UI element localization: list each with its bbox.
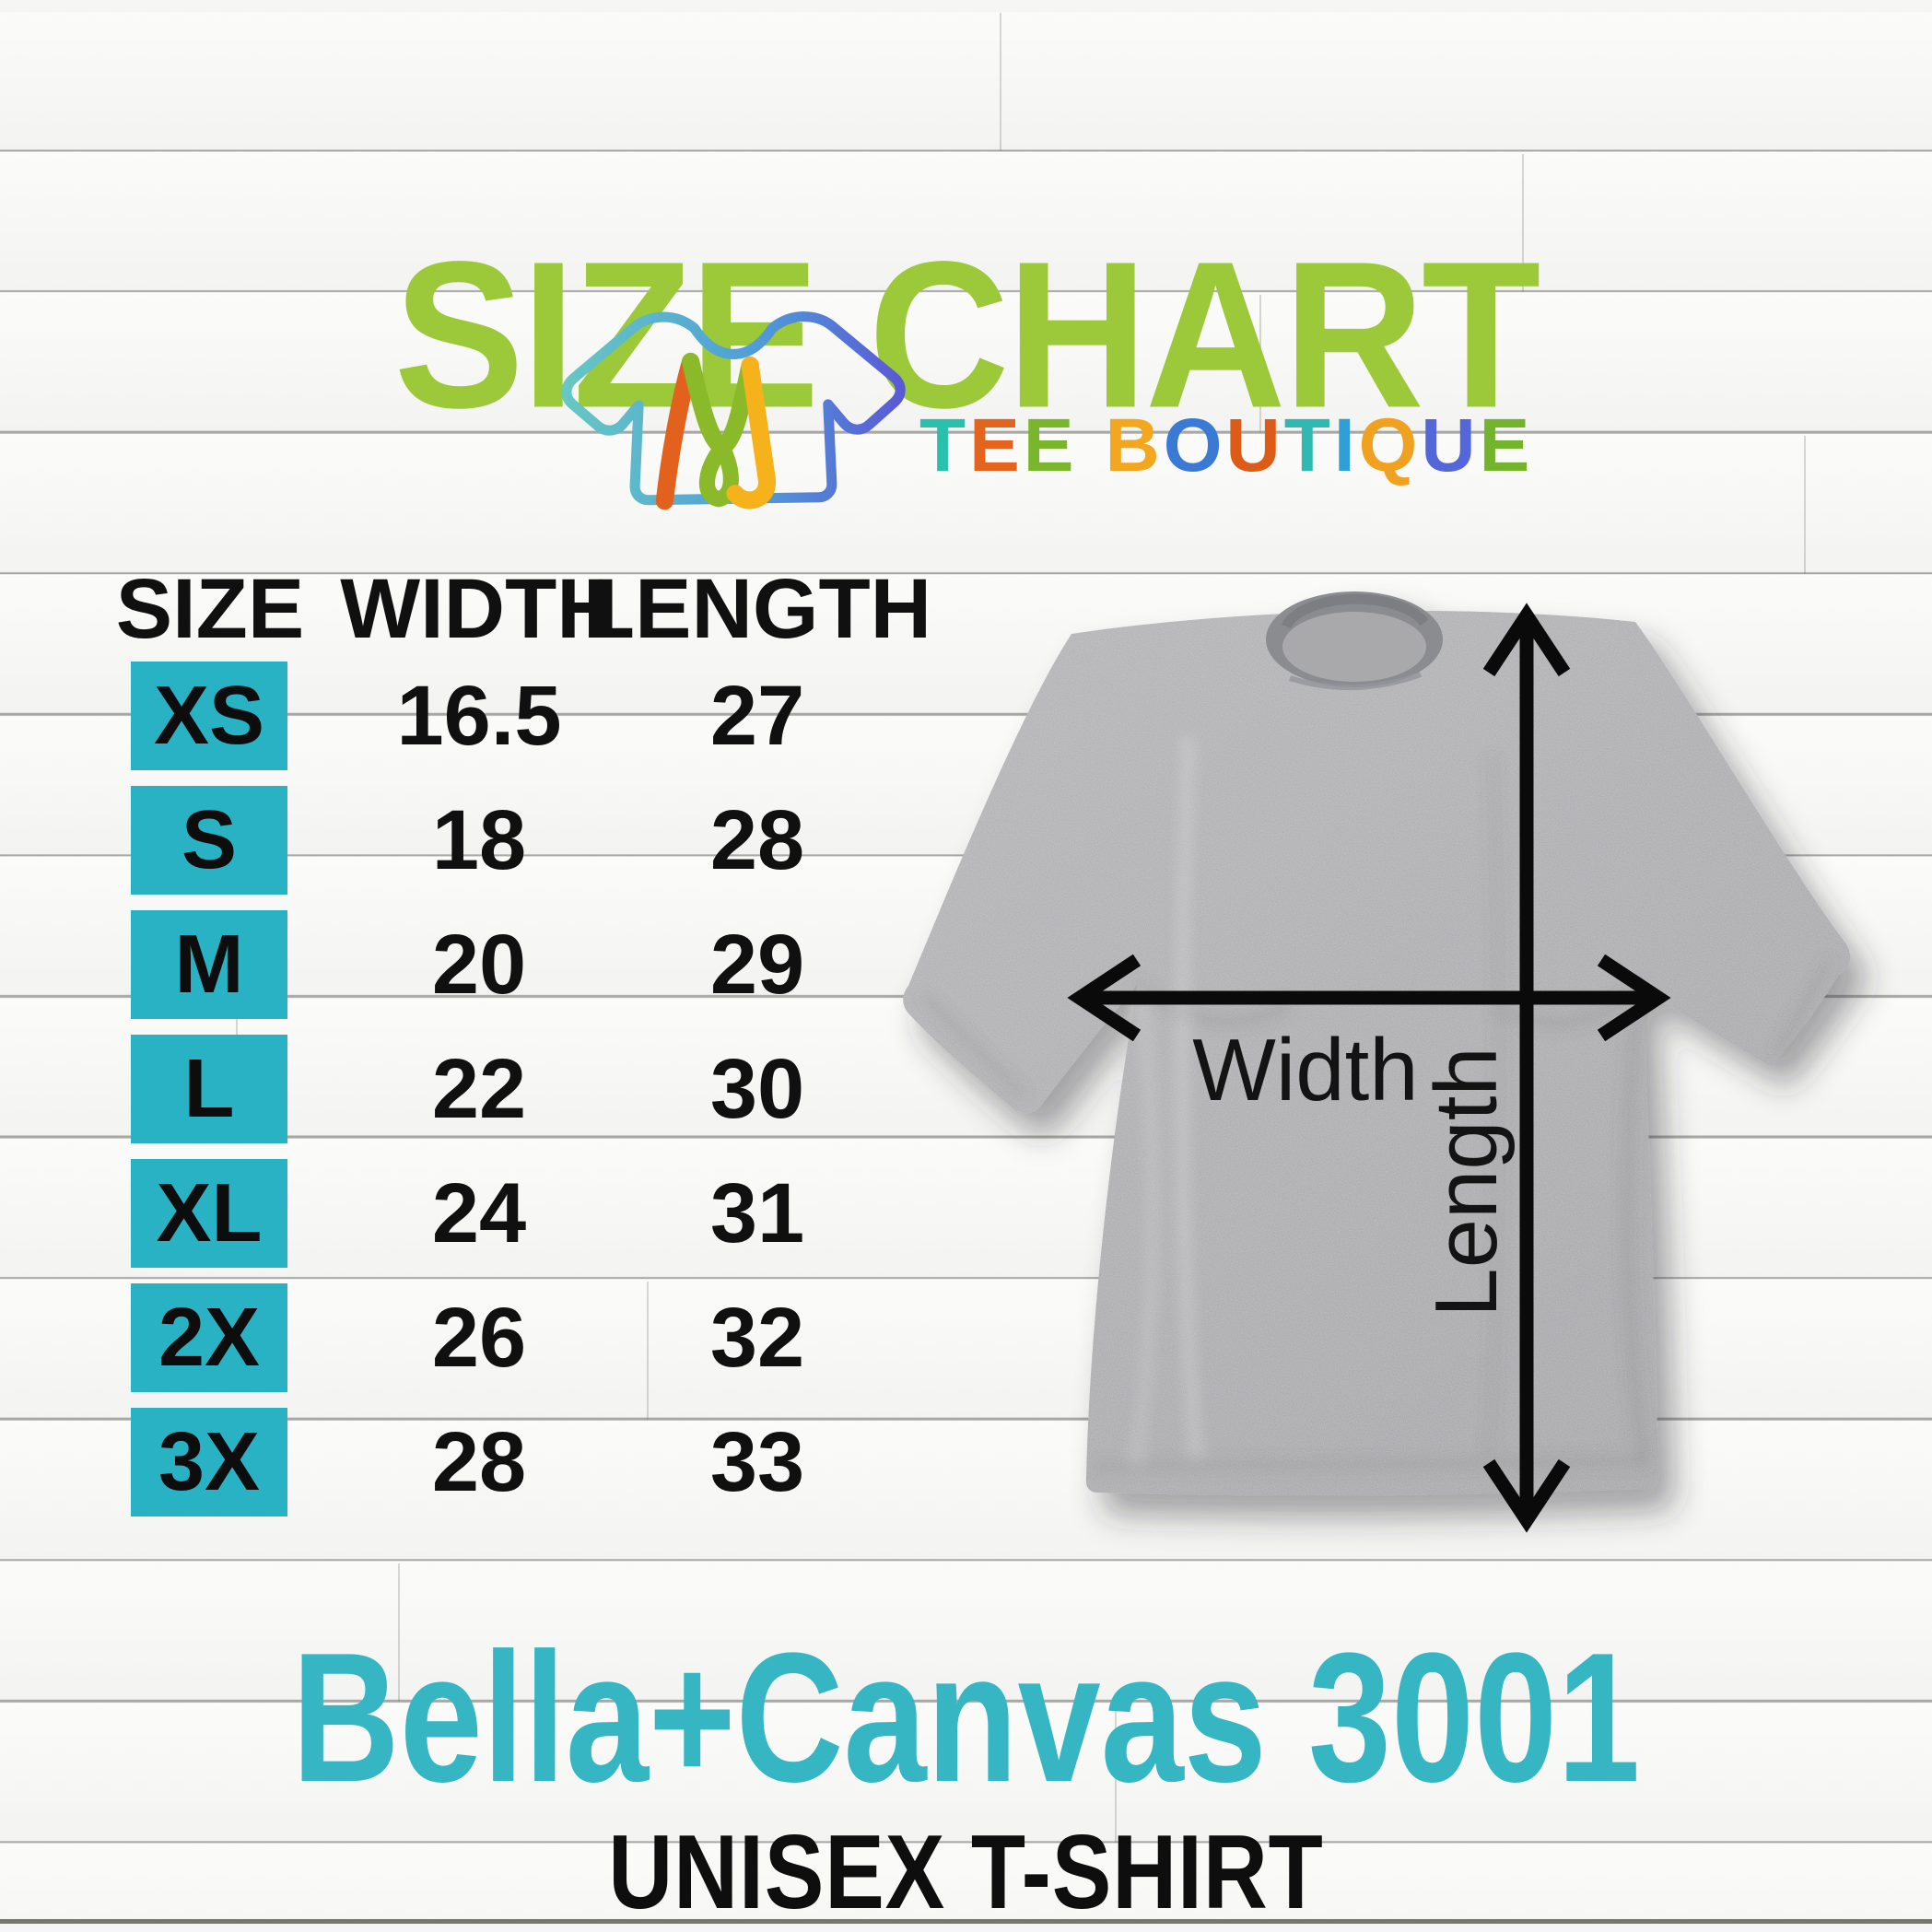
brand-name: TEE BOUTIQUE — [919, 404, 1533, 488]
product-type: UNISEX T-SHIRT — [608, 1814, 1324, 1931]
length-value: 27 — [709, 668, 805, 763]
monogram-loop — [698, 439, 739, 508]
plank-seam — [1115, 1704, 1117, 1843]
tshirt-measurement-diagram — [903, 591, 1851, 1533]
length-value: 28 — [709, 792, 805, 887]
length-arrow-label: Length — [1417, 1047, 1516, 1317]
table-row: XS 16.5 27 — [0, 662, 921, 770]
brand-letter: U — [1421, 404, 1480, 487]
table-row: 2X 26 32 — [0, 1283, 921, 1392]
collar-back-shadow — [1281, 593, 1429, 629]
width-value: 26 — [431, 1290, 527, 1385]
length-value: 32 — [709, 1290, 805, 1385]
brand-letter: T — [919, 404, 970, 487]
length-value: 31 — [709, 1165, 805, 1260]
size-badge: XS — [131, 662, 287, 770]
plank-seam — [1522, 154, 1524, 292]
product-name: Bella+Canvas 3001 — [291, 1615, 1641, 1821]
brand-word-tee: TEE — [919, 404, 1078, 487]
brand-letter: E — [1479, 404, 1534, 487]
brand-letter: U — [1225, 404, 1284, 487]
table-row: S 18 28 — [0, 786, 921, 895]
tshirt-graphic — [903, 591, 1851, 1496]
table-row: 3X 28 33 — [0, 1408, 921, 1516]
brand-letter: O — [1163, 404, 1226, 487]
size-badge: S — [131, 786, 287, 895]
bottom-plank-edge — [0, 1919, 1932, 1924]
length-value: 29 — [709, 917, 805, 1012]
brand-letter: E — [969, 404, 1024, 487]
length-value: 33 — [709, 1414, 805, 1509]
brand-letter: I — [1333, 404, 1359, 487]
plank-seam — [1000, 13, 1001, 151]
collar-opening — [1282, 612, 1426, 682]
width-arrow-head-left — [1067, 954, 1142, 1042]
width-arrow-head-right — [1597, 954, 1671, 1042]
tshirt-body — [903, 610, 1851, 1496]
size-badge: 3X — [131, 1408, 287, 1516]
tshirt-logo-icon — [561, 311, 906, 510]
column-header-width: WIDTH — [340, 561, 618, 656]
width-value: 28 — [431, 1414, 527, 1509]
brand-letter: B — [1105, 404, 1164, 487]
table-row: XL 24 31 — [0, 1159, 921, 1268]
column-header-length: LENGTH — [582, 561, 932, 656]
size-badge: M — [131, 910, 287, 1019]
measurement-arrows — [1067, 603, 1671, 1533]
length-arrow-head-bottom — [1482, 1458, 1571, 1533]
width-arrow-label: Width — [1192, 1021, 1419, 1119]
brand-letter: E — [1023, 404, 1078, 487]
table-header-row: SIZE WIDTH LENGTH — [0, 556, 932, 662]
monogram-j-stroke — [726, 356, 776, 509]
width-value: 22 — [431, 1041, 527, 1136]
plank-seam — [1804, 436, 1806, 574]
page-title: SIZE CHART — [393, 217, 1541, 451]
monogram-m-middle-stroke — [682, 352, 759, 456]
width-value: 16.5 — [396, 668, 562, 763]
tee-outline — [561, 311, 906, 506]
size-badge: L — [131, 1035, 287, 1143]
size-badge: 2X — [131, 1283, 287, 1392]
length-value: 30 — [709, 1041, 805, 1136]
size-badge: XL — [131, 1159, 287, 1268]
column-header-size: SIZE — [115, 561, 305, 656]
table-row: L 22 30 — [0, 1035, 921, 1143]
brand-letter: T — [1283, 404, 1334, 487]
table-row: M 20 29 — [0, 910, 921, 1019]
width-value: 18 — [431, 792, 527, 887]
length-arrow-head-top — [1482, 603, 1571, 677]
brand-word-boutique: BOUTIQUE — [1106, 404, 1534, 487]
plank-seam — [647, 1282, 649, 1420]
collar-seam — [1289, 672, 1423, 691]
brand-letter: Q — [1358, 404, 1422, 487]
width-value: 24 — [431, 1165, 527, 1260]
plank-seam — [398, 1563, 400, 1702]
width-value: 20 — [431, 917, 527, 1012]
plank-seam — [1259, 295, 1261, 433]
